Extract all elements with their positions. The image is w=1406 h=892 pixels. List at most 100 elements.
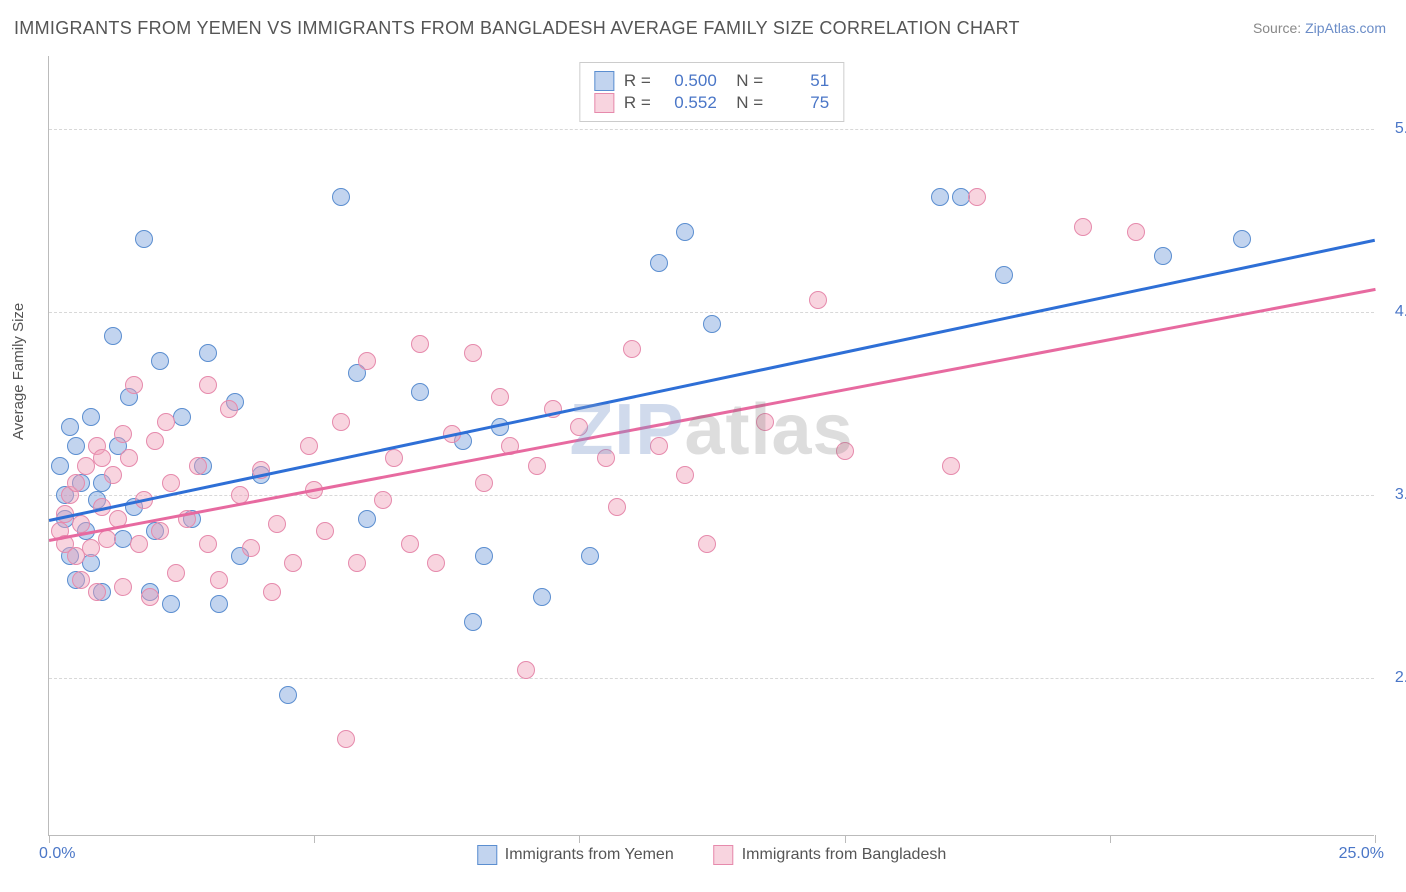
data-point <box>533 588 551 606</box>
chart-title: IMMIGRANTS FROM YEMEN VS IMMIGRANTS FROM… <box>14 18 1020 39</box>
data-point <box>332 188 350 206</box>
data-point <box>942 457 960 475</box>
legend-swatch <box>714 845 734 865</box>
data-point <box>167 564 185 582</box>
legend-r-value: 0.500 <box>661 71 717 91</box>
data-point <box>401 535 419 553</box>
legend-series-item: Immigrants from Yemen <box>477 845 674 865</box>
data-point <box>358 510 376 528</box>
data-point <box>98 530 116 548</box>
data-point <box>650 437 668 455</box>
data-point <box>475 547 493 565</box>
data-point <box>756 413 774 431</box>
data-point <box>93 449 111 467</box>
y-tick-label: 2.75 <box>1395 669 1406 687</box>
data-point <box>146 432 164 450</box>
data-point <box>358 352 376 370</box>
source-attribution: Source: ZipAtlas.com <box>1253 20 1386 36</box>
data-point <box>135 230 153 248</box>
data-point <box>464 344 482 362</box>
trend-line <box>49 239 1376 522</box>
data-point <box>517 661 535 679</box>
gridline <box>49 129 1374 130</box>
x-axis-max-label: 25.0% <box>1339 845 1384 863</box>
data-point <box>698 535 716 553</box>
data-point <box>836 442 854 460</box>
legend-swatch <box>477 845 497 865</box>
legend-r-label: R = <box>624 93 651 113</box>
data-point <box>242 539 260 557</box>
data-point <box>151 522 169 540</box>
data-point <box>1074 218 1092 236</box>
data-point <box>210 595 228 613</box>
data-point <box>374 491 392 509</box>
legend-n-label: N = <box>727 71 763 91</box>
data-point <box>67 474 85 492</box>
legend-series: Immigrants from Yemen Immigrants from Ban… <box>477 845 946 865</box>
data-point <box>114 578 132 596</box>
data-point <box>284 554 302 572</box>
data-point <box>125 376 143 394</box>
data-point <box>82 539 100 557</box>
x-tick <box>1375 835 1376 843</box>
data-point <box>676 223 694 241</box>
data-point <box>120 449 138 467</box>
data-point <box>114 425 132 443</box>
y-tick-label: 5.00 <box>1395 120 1406 138</box>
legend-r-label: R = <box>624 71 651 91</box>
data-point <box>130 535 148 553</box>
data-point <box>67 437 85 455</box>
legend-series-item: Immigrants from Bangladesh <box>714 845 947 865</box>
chart-plot-area: ZIPatlas R =0.500 N =51R =0.552 N =75 0.… <box>48 56 1374 836</box>
data-point <box>1233 230 1251 248</box>
data-point <box>528 457 546 475</box>
data-point <box>157 413 175 431</box>
data-point <box>72 571 90 589</box>
source-label: Source: <box>1253 20 1305 36</box>
data-point <box>316 522 334 540</box>
data-point <box>968 188 986 206</box>
data-point <box>141 588 159 606</box>
data-point <box>650 254 668 272</box>
data-point <box>491 388 509 406</box>
data-point <box>72 515 90 533</box>
legend-swatch <box>594 71 614 91</box>
legend-n-label: N = <box>727 93 763 113</box>
data-point <box>268 515 286 533</box>
data-point <box>51 457 69 475</box>
data-point <box>300 437 318 455</box>
x-tick <box>845 835 846 843</box>
data-point <box>220 400 238 418</box>
data-point <box>676 466 694 484</box>
legend-correlation-box: R =0.500 N =51R =0.552 N =75 <box>579 62 844 122</box>
gridline <box>49 678 1374 679</box>
data-point <box>162 474 180 492</box>
data-point <box>199 344 217 362</box>
data-point <box>263 583 281 601</box>
data-point <box>199 376 217 394</box>
data-point <box>337 730 355 748</box>
data-point <box>332 413 350 431</box>
y-axis-label: Average Family Size <box>10 303 27 440</box>
data-point <box>189 457 207 475</box>
data-point <box>411 383 429 401</box>
data-point <box>475 474 493 492</box>
data-point <box>570 418 588 436</box>
data-point <box>931 188 949 206</box>
data-point <box>427 554 445 572</box>
x-tick <box>49 835 50 843</box>
y-tick-label: 3.50 <box>1395 486 1406 504</box>
source-site: ZipAtlas.com <box>1305 20 1386 36</box>
data-point <box>162 595 180 613</box>
data-point <box>279 686 297 704</box>
data-point <box>1127 223 1145 241</box>
legend-series-label: Immigrants from Yemen <box>505 846 674 864</box>
y-tick-label: 4.25 <box>1395 303 1406 321</box>
x-tick <box>1110 835 1111 843</box>
data-point <box>703 315 721 333</box>
data-point <box>88 583 106 601</box>
data-point <box>199 535 217 553</box>
data-point <box>104 466 122 484</box>
x-axis-min-label: 0.0% <box>39 845 75 863</box>
data-point <box>210 571 228 589</box>
